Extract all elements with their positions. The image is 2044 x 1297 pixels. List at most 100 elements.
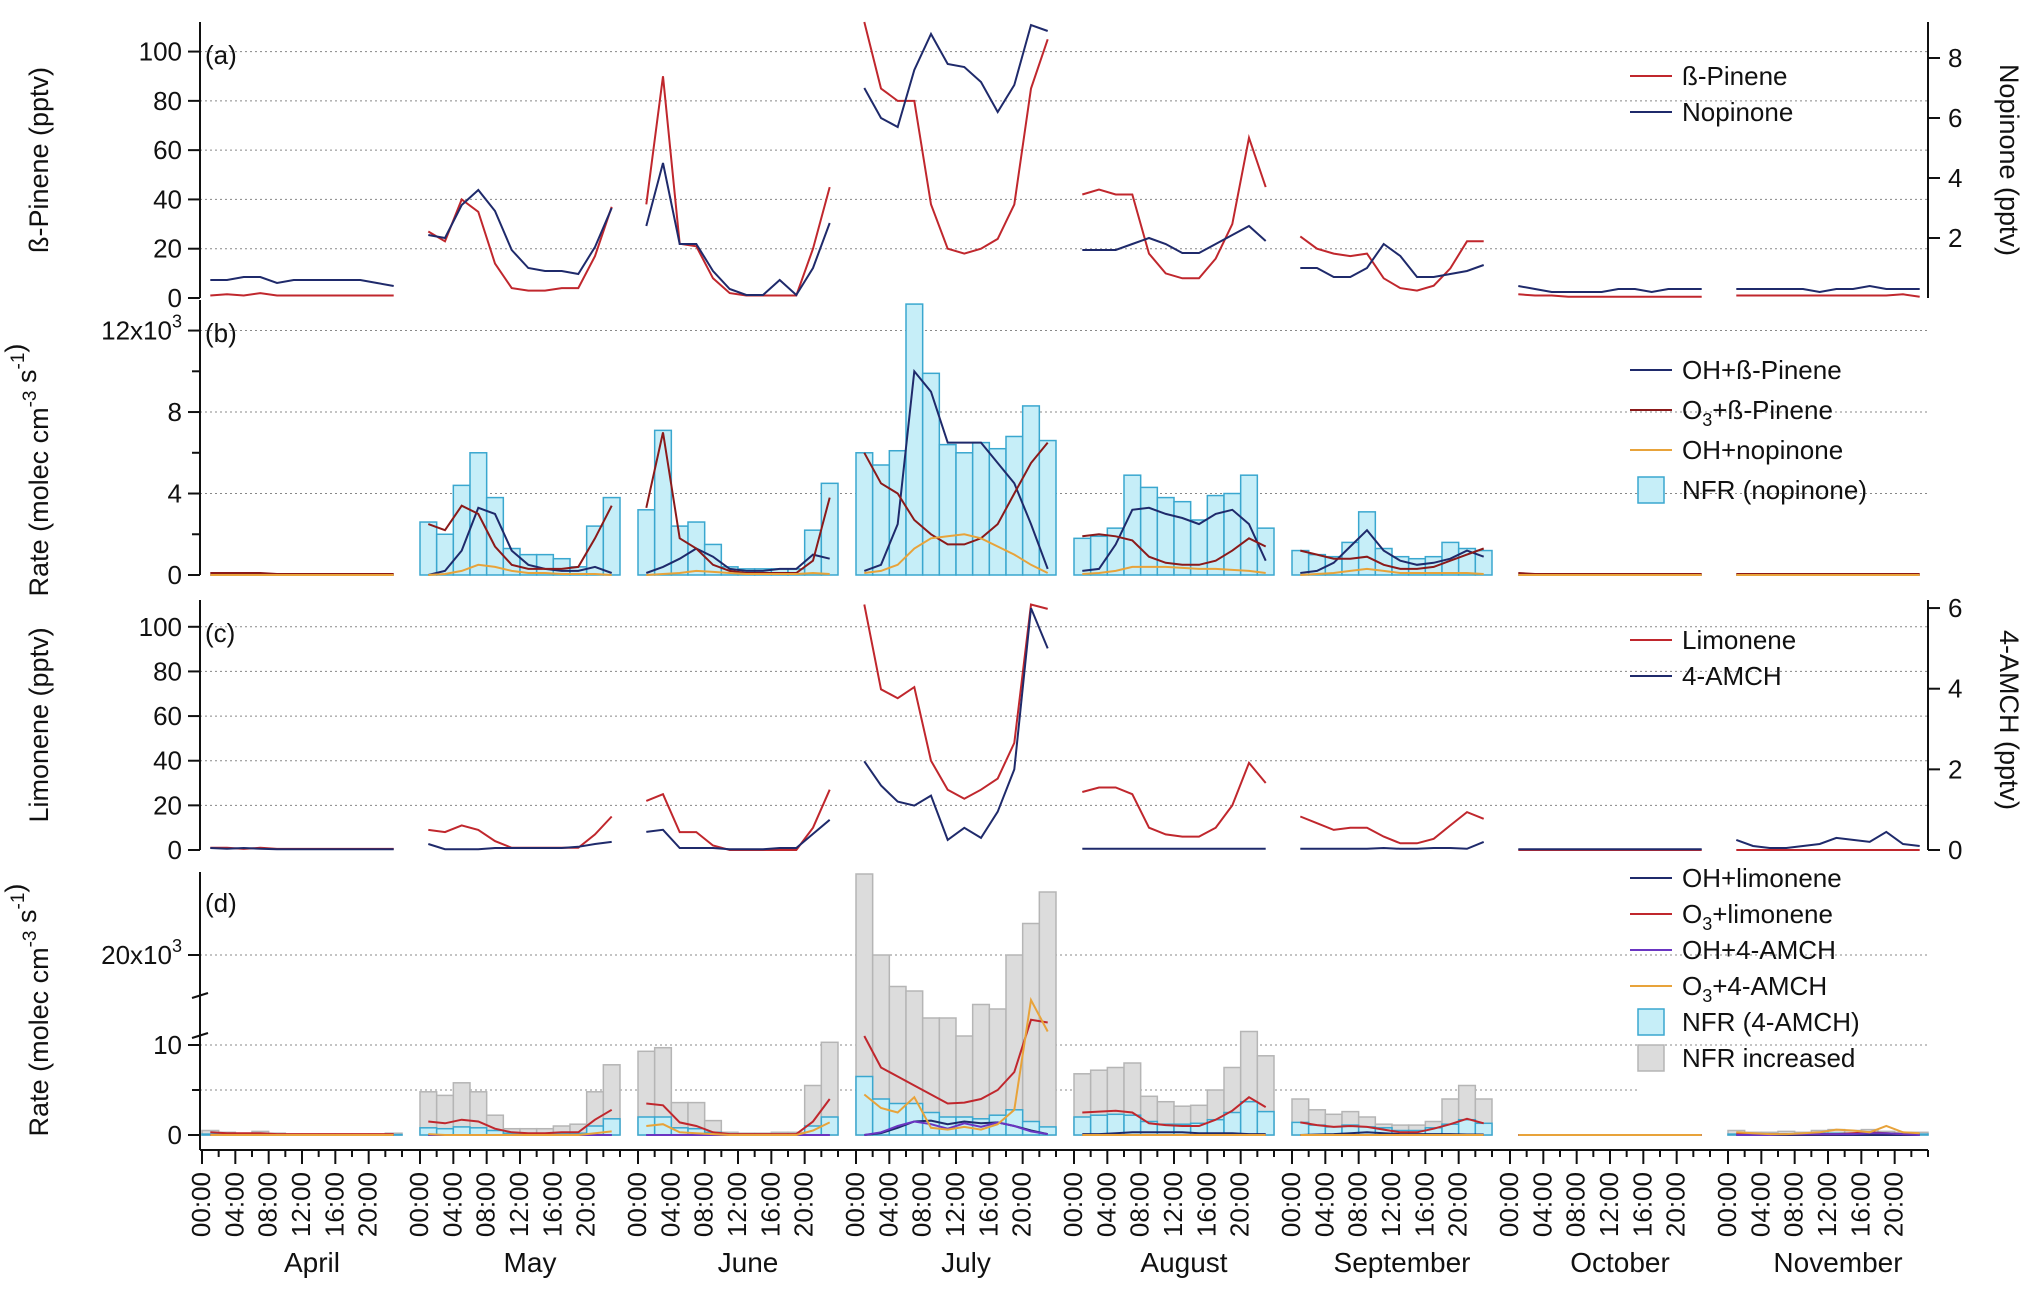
month-label: April (284, 1247, 340, 1278)
x-tick-label: 20:00 (1443, 1172, 1473, 1237)
bar (419, 521, 438, 576)
series-line (863, 603, 1048, 800)
y-tick-label: 100 (139, 37, 182, 67)
y-axis-title-right: Nopinone (pptv) (1994, 64, 2024, 256)
superscript: 3 (172, 312, 182, 332)
bar (971, 1003, 991, 1136)
legend-text: O (1682, 395, 1702, 425)
bar (1239, 1100, 1259, 1136)
legend-label: OH+ß-Pinene (1682, 355, 1842, 385)
panel-label: (b) (205, 318, 237, 348)
series-line (1082, 133, 1267, 280)
x-tick-label: 16:00 (537, 1172, 567, 1237)
series-line (646, 819, 831, 851)
title-text: s (12, 909, 42, 930)
series-line (863, 21, 1049, 255)
title-text: Rate (molec cm (24, 407, 54, 596)
x-tick-label: 16:00 (319, 1172, 349, 1237)
x-tick-label: 00:00 (1712, 1172, 1742, 1237)
x-tick-label: 04:00 (1527, 1172, 1557, 1237)
bar (1038, 891, 1057, 1136)
x-tick-label: 16:00 (1845, 1172, 1875, 1237)
series-line (1300, 242, 1485, 278)
legend-text: O (1682, 971, 1702, 1001)
x-tick-label: 12:00 (722, 1172, 752, 1237)
series-line (1082, 760, 1267, 838)
series-line (428, 815, 613, 849)
y-tick-label: 20 (153, 790, 182, 820)
x-tick-label: 12:00 (1812, 1172, 1842, 1237)
series-line (210, 846, 394, 851)
x-tick-label: 20:00 (789, 1172, 819, 1237)
legend-label: NFR (nopinone) (1682, 475, 1867, 505)
bar (1021, 922, 1041, 1136)
bar (1123, 474, 1142, 576)
y-tick-label: 20x103 (101, 936, 182, 970)
bar (535, 553, 555, 576)
title-text: s (12, 369, 42, 390)
x-tick-label: 12:00 (1376, 1172, 1406, 1237)
x-tick-label: 04:00 (1745, 1172, 1775, 1237)
x-tick-label: 08:00 (471, 1172, 501, 1237)
y-tick-label: 80 (153, 86, 182, 116)
x-tick-label: 12:00 (1594, 1172, 1624, 1237)
month-label: November (1773, 1247, 1902, 1278)
series-line (1735, 830, 1920, 849)
y-tick-label: 100 (139, 612, 182, 642)
x-tick-label: 08:00 (1343, 1172, 1373, 1237)
x-tick-label: 20:00 (571, 1172, 601, 1237)
series-line (1082, 565, 1266, 575)
series-line (1518, 293, 1702, 298)
panel-label: (d) (205, 888, 237, 918)
y-axis-title: ß-Pinene (pptv) (24, 67, 54, 253)
series-line (1299, 810, 1485, 845)
legend-label: OH+limonene (1682, 863, 1842, 893)
series-line (864, 1120, 1048, 1136)
legend-label: ß-Pinene (1682, 61, 1788, 91)
x-tick-label: 20:00 (353, 1172, 383, 1237)
x-tick-label: 04:00 (219, 1172, 249, 1237)
x-tick-label: 00:00 (1276, 1172, 1306, 1237)
bar (1139, 486, 1159, 576)
bar (1256, 1110, 1275, 1136)
x-tick-label: 00:00 (1494, 1172, 1524, 1237)
x-tick-label: 08:00 (1125, 1172, 1155, 1237)
superscript: -1 (8, 893, 29, 910)
bar (1474, 1122, 1493, 1136)
series-line (1082, 506, 1267, 572)
x-tick-label: 12:00 (940, 1172, 970, 1237)
bar (653, 429, 673, 576)
bar (1357, 511, 1377, 576)
bar (1021, 405, 1041, 576)
series-line (210, 292, 394, 297)
series-line (428, 188, 613, 276)
x-tick-label: 16:00 (1191, 1172, 1221, 1237)
y-right-tick-label: 2 (1948, 754, 1962, 784)
series-line (863, 996, 1049, 1131)
series-line (1299, 235, 1484, 292)
y-axis-title-right: 4-AMCH (pptv) (1994, 630, 2024, 810)
y-axis-title: Rate (molec cm-3 s-1) (0, 344, 54, 597)
series-line (428, 563, 612, 576)
x-tick-label: 20:00 (1879, 1172, 1909, 1237)
bar (452, 484, 471, 576)
superscript: -3 (20, 390, 41, 407)
legend-text: O (1682, 899, 1702, 929)
superscript: -1 (8, 353, 29, 370)
x-tick-label: 08:00 (689, 1172, 719, 1237)
x-tick-label: 20:00 (1007, 1172, 1037, 1237)
bar (1474, 549, 1493, 576)
series-line (427, 504, 613, 570)
x-tick-label: 08:00 (907, 1172, 937, 1237)
title-text: Rate (molec cm (24, 947, 54, 1136)
legend-swatch (1637, 476, 1665, 504)
bar (1256, 527, 1275, 576)
y-tick-label: 80 (153, 656, 182, 686)
y-tick-label: 0 (168, 283, 182, 313)
x-tick-label: 20:00 (1661, 1172, 1691, 1237)
bar (1457, 1118, 1477, 1136)
x-tick-label: 16:00 (755, 1172, 785, 1237)
x-tick-label: 12:00 (286, 1172, 316, 1237)
